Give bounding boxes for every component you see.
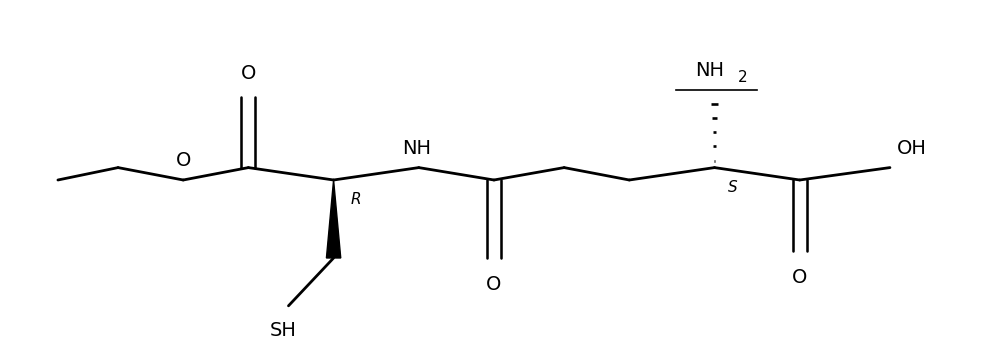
Text: R: R [351, 192, 361, 207]
Text: NH: NH [695, 60, 724, 80]
Text: O: O [241, 64, 256, 83]
Text: NH: NH [402, 139, 431, 158]
Text: OH: OH [897, 139, 927, 158]
Text: O: O [486, 275, 502, 294]
Text: S: S [728, 180, 738, 195]
Text: SH: SH [270, 321, 297, 340]
Text: O: O [792, 268, 807, 287]
Text: 2: 2 [738, 70, 747, 85]
Polygon shape [327, 180, 341, 258]
Text: O: O [175, 151, 191, 170]
